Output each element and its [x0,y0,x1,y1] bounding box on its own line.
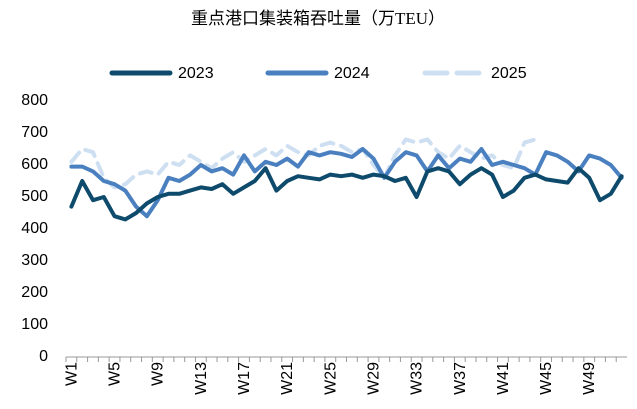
line-series [69,166,624,222]
y-tick-label: 400 [21,220,48,237]
x-tick-label: W41 [495,362,512,395]
x-tick-label: W1 [63,362,80,386]
line-series [69,137,538,190]
legend-label: 2023 [178,65,214,82]
x-tick-label: W9 [150,362,167,386]
legend-label: 2025 [491,65,527,82]
x-tick-label: W49 [581,362,598,395]
x-tick-label: W37 [452,362,469,395]
y-tick-label: 500 [21,188,48,205]
legend-label: 2024 [334,65,370,82]
y-tick-label: 200 [21,284,48,301]
x-tick-label: W25 [322,362,339,395]
y-tick-label: 300 [21,252,48,269]
y-tick-label: 700 [21,124,48,141]
x-tick-label: W13 [193,362,210,395]
y-tick-label: 800 [21,92,48,109]
y-tick-label: 100 [21,316,48,333]
x-tick-label: W17 [236,362,253,395]
x-tick-label: W29 [365,362,382,395]
x-tick-label: W21 [279,362,296,395]
line-series [69,147,624,219]
y-tick-label: 600 [21,156,48,173]
chart-title: 重点港口集装箱吞吐量（万TEU） [191,9,445,28]
x-tick-label: W45 [538,362,555,395]
x-tick-label: W5 [107,362,124,386]
y-tick-label: 0 [39,348,48,365]
x-tick-label: W33 [409,362,426,395]
